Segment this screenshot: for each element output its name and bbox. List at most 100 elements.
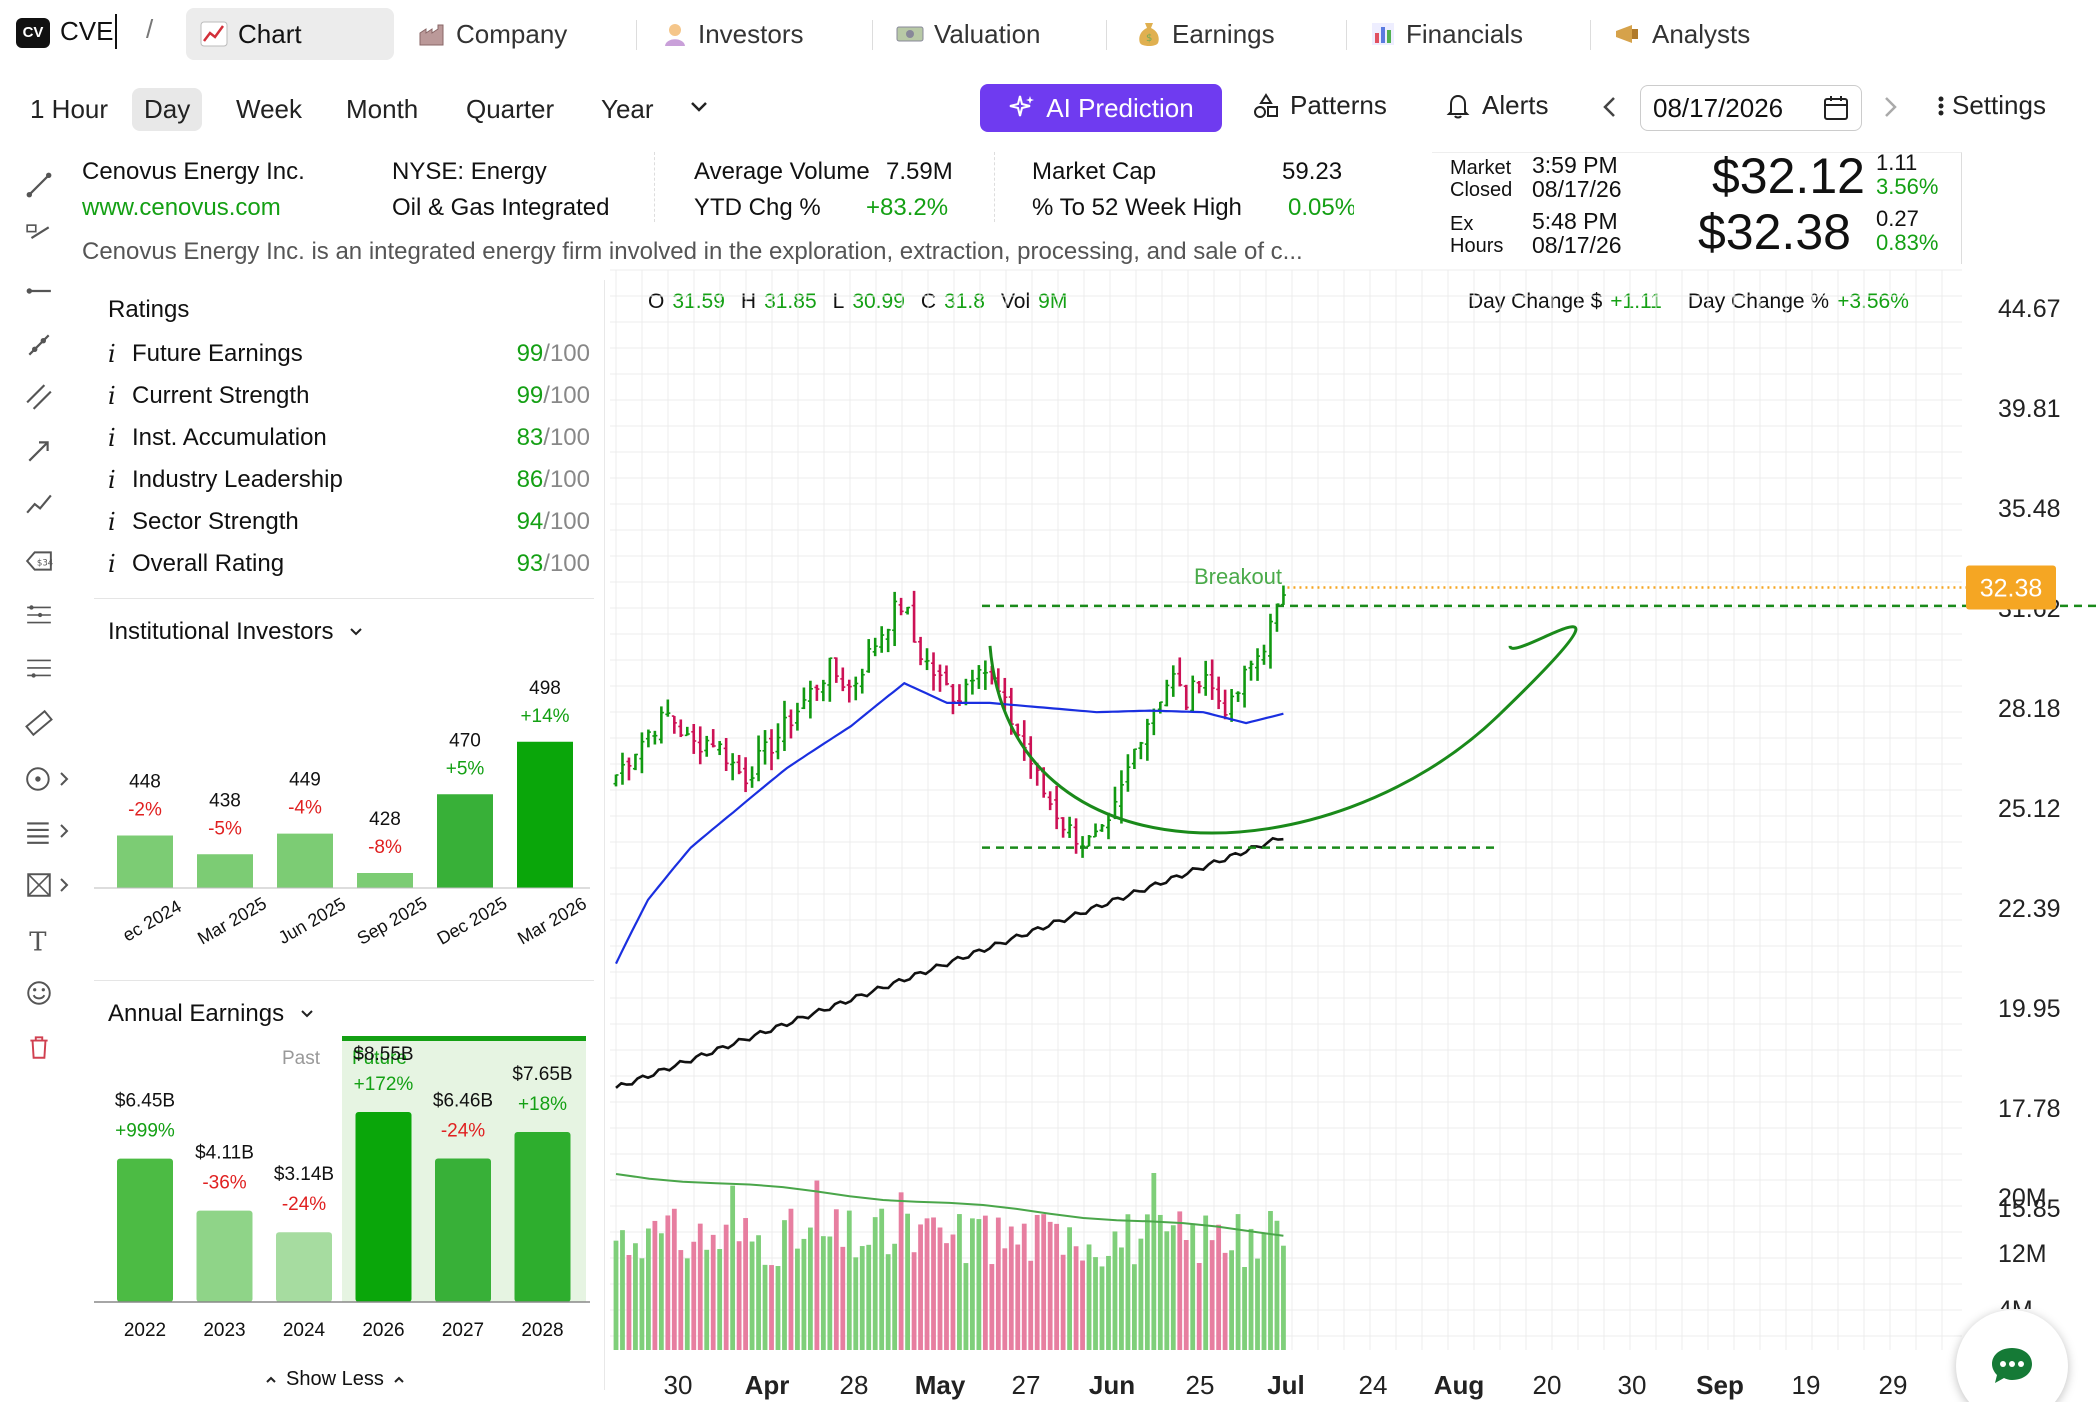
volume-bar [905,1213,910,1350]
tab-chart[interactable]: Chart [186,8,394,60]
arrow-icon[interactable] [22,434,56,468]
volume-bar [866,1244,872,1350]
period-quarter[interactable]: Quarter [466,94,555,124]
parallel-channel-icon[interactable] [22,380,56,414]
list-tool-icon[interactable] [22,814,56,848]
info-icon[interactable]: i [108,508,116,536]
period-month[interactable]: Month [346,94,419,124]
company-website-link[interactable]: www.cenovus.com [82,194,281,221]
tab-analysts[interactable]: Analysts [1614,8,1750,60]
investor-bar[interactable] [277,833,333,888]
volume-bar [1073,1246,1079,1350]
show-less-button[interactable]: Show Less [264,1368,406,1391]
chat-button[interactable] [1956,1310,2068,1402]
chevron-right-icon[interactable] [58,822,70,845]
market-status-line: Closed [1450,179,1513,201]
trend-line-icon[interactable] [22,168,56,202]
investor-bar[interactable] [517,741,573,888]
investor-bar-label: Dec 2025 [434,893,511,949]
ray-icon[interactable] [22,220,56,254]
current-price-tag-label: 32.38 [1980,574,2043,602]
bar-chart-icon [1372,23,1394,45]
earnings-bar-value: $7.65B [512,1064,572,1085]
volume-axis-label: 12M [1998,1240,2047,1268]
nav-divider [1346,20,1347,50]
info-icon[interactable]: i [108,382,116,410]
ticker-input[interactable]: CVE [58,14,118,49]
volume-bars [613,1172,1286,1350]
earnings-bar-value: $6.46B [433,1090,493,1111]
trash-icon[interactable] [22,1030,56,1064]
earnings-bar-year: 2027 [442,1320,484,1341]
ruler-icon[interactable] [22,706,56,740]
previous-date-button[interactable] [1598,94,1622,125]
rating-label: i Overall Rating [108,550,284,578]
panel-divider [604,280,605,1390]
fib-extension-icon[interactable] [22,652,56,686]
ratings-title: Ratings [108,296,190,323]
path-icon[interactable] [22,486,56,520]
tab-company[interactable]: Company [418,8,567,60]
alerts-button[interactable]: Alerts [1444,90,1548,121]
investor-bar[interactable] [197,854,253,888]
volume-bar [730,1185,736,1350]
horizontal-line-icon[interactable] [22,274,56,308]
fib-retracement-icon[interactable] [22,598,56,632]
volume-bar [749,1241,755,1350]
tab-valuation[interactable]: Valuation [896,8,1041,60]
date-picker[interactable]: 08/17/2026 [1640,85,1862,131]
investor-bar[interactable] [357,873,413,888]
rating-score-max: /100 [543,340,590,367]
earnings-bar[interactable] [117,1158,173,1302]
chevron-down-icon[interactable] [686,94,712,125]
text-tool-icon[interactable]: T [22,924,56,958]
rating-row: i Overall Rating 93/100 [108,550,590,578]
emoji-icon[interactable] [22,976,56,1010]
tab-earnings[interactable]: $ Earnings [1136,8,1275,60]
institutional-investors-header[interactable]: Institutional Investors [108,618,365,646]
settings-button[interactable]: Settings [1936,90,2046,121]
rating-score-max: /100 [543,424,590,451]
earnings-bar[interactable] [355,1112,412,1302]
institutional-investors-title: Institutional Investors [108,618,334,645]
chevron-up-icon [266,1376,276,1383]
period-year[interactable]: Year [601,94,654,124]
next-date-button[interactable] [1878,94,1902,125]
rating-row: i Inst. Accumulation 83/100 [108,424,590,452]
market-change-pct: 3.56% [1876,174,1939,199]
earnings-bar[interactable] [435,1158,491,1302]
info-icon[interactable]: i [108,550,116,578]
volume-bar [1093,1257,1098,1350]
info-icon[interactable]: i [108,424,116,452]
period-day[interactable]: Day [132,88,203,131]
tab-financials[interactable]: Financials [1370,8,1523,60]
to-52-week-high-label: % To 52 Week High [1032,194,1242,221]
chevron-right-icon[interactable] [58,876,70,899]
annual-earnings-header[interactable]: Annual Earnings [108,1000,316,1028]
segment-icon[interactable] [22,328,56,362]
chat-bubble-icon [1992,1348,2032,1383]
date-axis-label: May [915,1370,966,1400]
patterns-button[interactable]: Patterns [1252,90,1387,121]
market-cap-label: Market Cap [1032,158,1157,185]
circle-tool-icon[interactable] [22,762,56,796]
info-icon[interactable]: i [108,340,116,368]
rating-score-value: 94 [516,508,544,535]
earnings-bar[interactable] [514,1132,571,1302]
period-1-hour[interactable]: 1 Hour [30,94,109,124]
earnings-bar[interactable] [276,1232,332,1302]
volume-bar [1190,1223,1196,1350]
ai-prediction-button[interactable]: AI Prediction [980,84,1222,132]
period-week[interactable]: Week [236,94,302,124]
volume-bar [1255,1258,1260,1350]
tab-investors[interactable]: Investors [662,8,804,60]
investor-bar[interactable] [437,794,493,888]
shape-tool-icon[interactable] [22,868,56,902]
price-chart[interactable]: 44.6739.8135.4831.6228.1825.1222.3919.95… [610,140,2100,1402]
chevron-right-icon[interactable] [58,770,70,793]
info-icon[interactable]: i [108,466,116,494]
price-label-icon[interactable]: $34 [22,544,56,578]
volume-bar [1119,1247,1124,1350]
earnings-bar[interactable] [196,1210,253,1302]
investor-bar[interactable] [117,835,173,889]
